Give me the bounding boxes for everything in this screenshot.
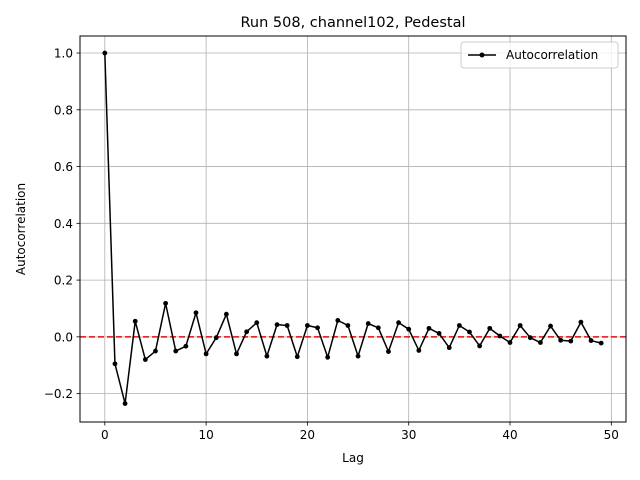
data-point	[568, 338, 574, 344]
x-tick-label: 0	[101, 428, 109, 442]
series-autocorrelation	[102, 50, 604, 406]
x-tick-label: 40	[502, 428, 517, 442]
data-point	[163, 300, 168, 306]
x-axis-ticks: 0 10 20 30 40 50	[101, 422, 619, 442]
data-point	[142, 357, 148, 362]
legend-marker-swatch	[479, 52, 485, 58]
data-point	[153, 348, 158, 354]
data-point	[345, 323, 351, 328]
data-point	[578, 319, 584, 325]
data-point	[507, 340, 513, 345]
data-point	[102, 50, 108, 56]
data-point	[305, 323, 310, 328]
data-point	[274, 322, 280, 328]
data-point	[527, 335, 533, 341]
data-point	[558, 337, 564, 343]
data-point	[244, 329, 250, 335]
data-point	[122, 401, 128, 406]
x-axis-label: Lag	[342, 451, 364, 465]
chart-title: Run 508, channel102, Pedestal	[240, 15, 465, 31]
data-point	[234, 351, 239, 357]
data-point	[223, 311, 229, 317]
legend: Autocorrelation	[460, 41, 619, 69]
x-tick-label: 30	[401, 428, 416, 442]
data-point	[538, 340, 543, 345]
data-point	[416, 348, 422, 353]
data-point	[426, 325, 432, 331]
data-point	[325, 354, 331, 360]
x-tick-label: 10	[198, 428, 213, 442]
data-point	[375, 325, 381, 331]
x-tick-label: 50	[604, 428, 619, 442]
data-point	[132, 318, 138, 324]
data-point	[254, 320, 260, 326]
x-tick-label: 20	[300, 428, 315, 442]
data-point	[446, 345, 452, 351]
y-tick-label: 1.0	[54, 47, 73, 61]
y-axis-ticks: −0.2 0.0 0.2 0.4 0.6 0.8 1.0	[44, 47, 80, 401]
data-point	[588, 338, 594, 343]
y-tick-label: 0.6	[54, 160, 73, 174]
data-point	[396, 320, 401, 326]
legend-box	[460, 41, 619, 69]
legend-label-autocorrelation: Autocorrelation	[506, 48, 598, 62]
data-point	[487, 325, 493, 331]
data-point	[173, 348, 179, 354]
y-tick-label: 0.2	[54, 274, 73, 288]
plot-frame	[79, 35, 627, 423]
y-axis-label: Autocorrelation	[14, 183, 28, 275]
data-point	[203, 351, 209, 357]
y-tick-label: 0.8	[54, 103, 73, 117]
data-point	[264, 353, 270, 359]
data-point	[548, 323, 553, 329]
data-point	[213, 335, 219, 341]
data-point	[467, 329, 472, 335]
data-point	[436, 331, 442, 336]
data-point	[477, 343, 483, 349]
y-tick-label: 0.0	[54, 330, 73, 344]
y-tick-label: −0.2	[44, 387, 73, 401]
data-point	[294, 354, 300, 360]
y-tick-label: 0.4	[54, 217, 73, 231]
data-point	[284, 323, 290, 328]
data-point	[497, 333, 503, 339]
data-point	[112, 361, 118, 367]
series-line	[104, 53, 602, 405]
data-point	[517, 323, 523, 328]
data-point	[386, 349, 391, 355]
data-point	[355, 353, 361, 359]
data-point	[315, 325, 320, 331]
data-point	[456, 323, 462, 328]
data-point	[335, 317, 341, 323]
data-point	[365, 321, 371, 326]
data-point	[183, 343, 189, 349]
data-point	[406, 326, 412, 332]
data-point	[598, 340, 604, 346]
data-point	[193, 310, 199, 316]
